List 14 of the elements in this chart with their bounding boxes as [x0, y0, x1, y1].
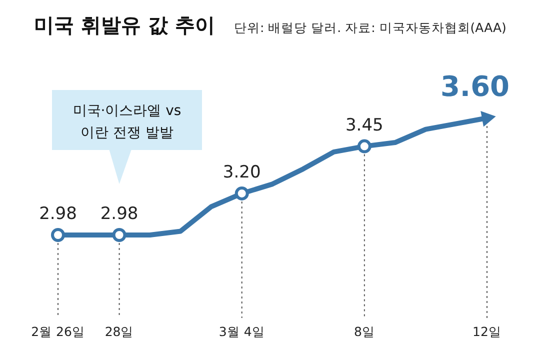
- annotation: 미국·이스라엘 vs 이란 전쟁 발발: [72, 103, 182, 141]
- x-tick-label: 28일: [104, 324, 134, 339]
- chart-title: 미국 휘발유 값 추이: [34, 13, 215, 37]
- data-label: 3.60: [440, 70, 510, 103]
- x-tick-label: 2월 26일: [31, 324, 85, 339]
- x-tick-label: 3월 4일: [218, 324, 265, 339]
- data-label: 3.20: [222, 162, 261, 182]
- data-label: 2.98: [39, 204, 77, 224]
- data-label: 2.98: [100, 204, 138, 224]
- chart-subtitle: 단위: 배럴당 달러. 자료: 미국자동차협회(AAA): [234, 20, 506, 35]
- x-tick-label: 12일: [472, 324, 502, 339]
- callout: 미국·이스라엘 vs 이란 전쟁 발발: [52, 90, 202, 184]
- data-label: 3.45: [346, 115, 384, 136]
- x-tick-label: 8일: [354, 324, 375, 339]
